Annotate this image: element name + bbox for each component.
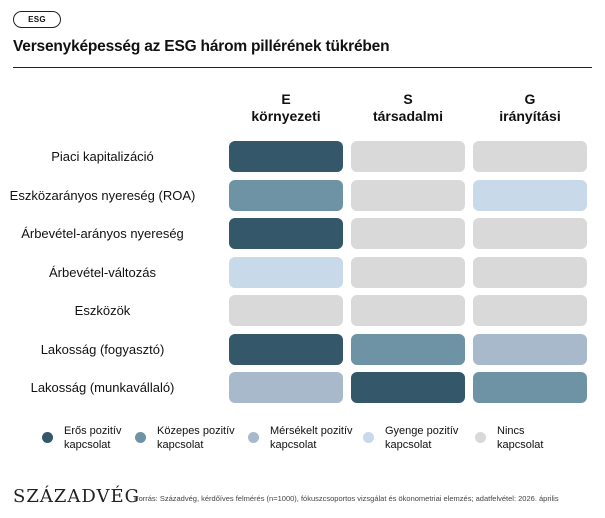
heatmap-cell [351, 256, 465, 288]
column-letter: S [403, 91, 413, 107]
heatmap-cell [229, 141, 343, 172]
heatmap-cell [473, 333, 587, 365]
heatmap-cell [229, 179, 343, 211]
column-letter: E [281, 91, 291, 107]
legend-label: Közepes pozitív kapcsolat [157, 425, 235, 451]
heatmap-cell [229, 372, 343, 403]
column-name: környezeti [251, 108, 321, 124]
heatmap-cell [473, 256, 587, 288]
heatmap-cell [473, 295, 587, 326]
heatmap-cell [473, 218, 587, 249]
legend-label: Mérsékelt pozitív kapcsolat [270, 425, 353, 451]
column-name: társadalmi [372, 108, 444, 124]
row-label: Piaci kapitalizáció [51, 149, 154, 164]
column-name: irányítási [499, 108, 561, 124]
category-tag: ESG [13, 11, 61, 28]
legend-label: Gyenge pozitív kapcsolat [385, 425, 459, 451]
heatmap-cell [473, 179, 587, 211]
row-label: Lakosság (munkavállaló) [30, 380, 175, 395]
legend-swatch [135, 432, 146, 443]
row-label: Árbevétel-arányos nyereség [21, 226, 184, 241]
row-label: Árbevétel-változás [49, 264, 156, 280]
chart-title: Versenyképesség az ESG három pillérének … [13, 38, 390, 55]
heatmap-cell [473, 372, 587, 403]
legend-label: Nincs kapcsolat [497, 425, 544, 451]
column-letter: G [524, 91, 536, 107]
heatmap-cell [229, 295, 343, 326]
heatmap-cell [351, 295, 465, 326]
heatmap-cell [351, 141, 465, 172]
row-label: Eszközök [74, 303, 131, 318]
row-label: Lakosság (fogyasztó) [40, 341, 165, 357]
legend-swatch [248, 432, 259, 443]
heatmap-cell [351, 218, 465, 249]
heatmap-cell [229, 256, 343, 288]
row-label: Eszközarányos nyereség (ROA) [9, 187, 196, 203]
heatmap-cell [229, 333, 343, 365]
heatmap-cell [229, 218, 343, 249]
heatmap-cell [351, 179, 465, 211]
legend-label: Erős pozitív kapcsolat [64, 425, 122, 451]
heatmap-cell [351, 333, 465, 365]
source-note: Forrás: Századvég, kérdőíves felmérés (n… [134, 494, 559, 503]
brand-logo: SZÁZADVÉG [13, 486, 140, 507]
title-divider [13, 67, 592, 68]
heatmap-cell [473, 141, 587, 172]
legend-swatch [42, 432, 53, 443]
legend-swatch [363, 432, 374, 443]
legend-swatch [475, 432, 486, 443]
heatmap-cell [351, 372, 465, 403]
